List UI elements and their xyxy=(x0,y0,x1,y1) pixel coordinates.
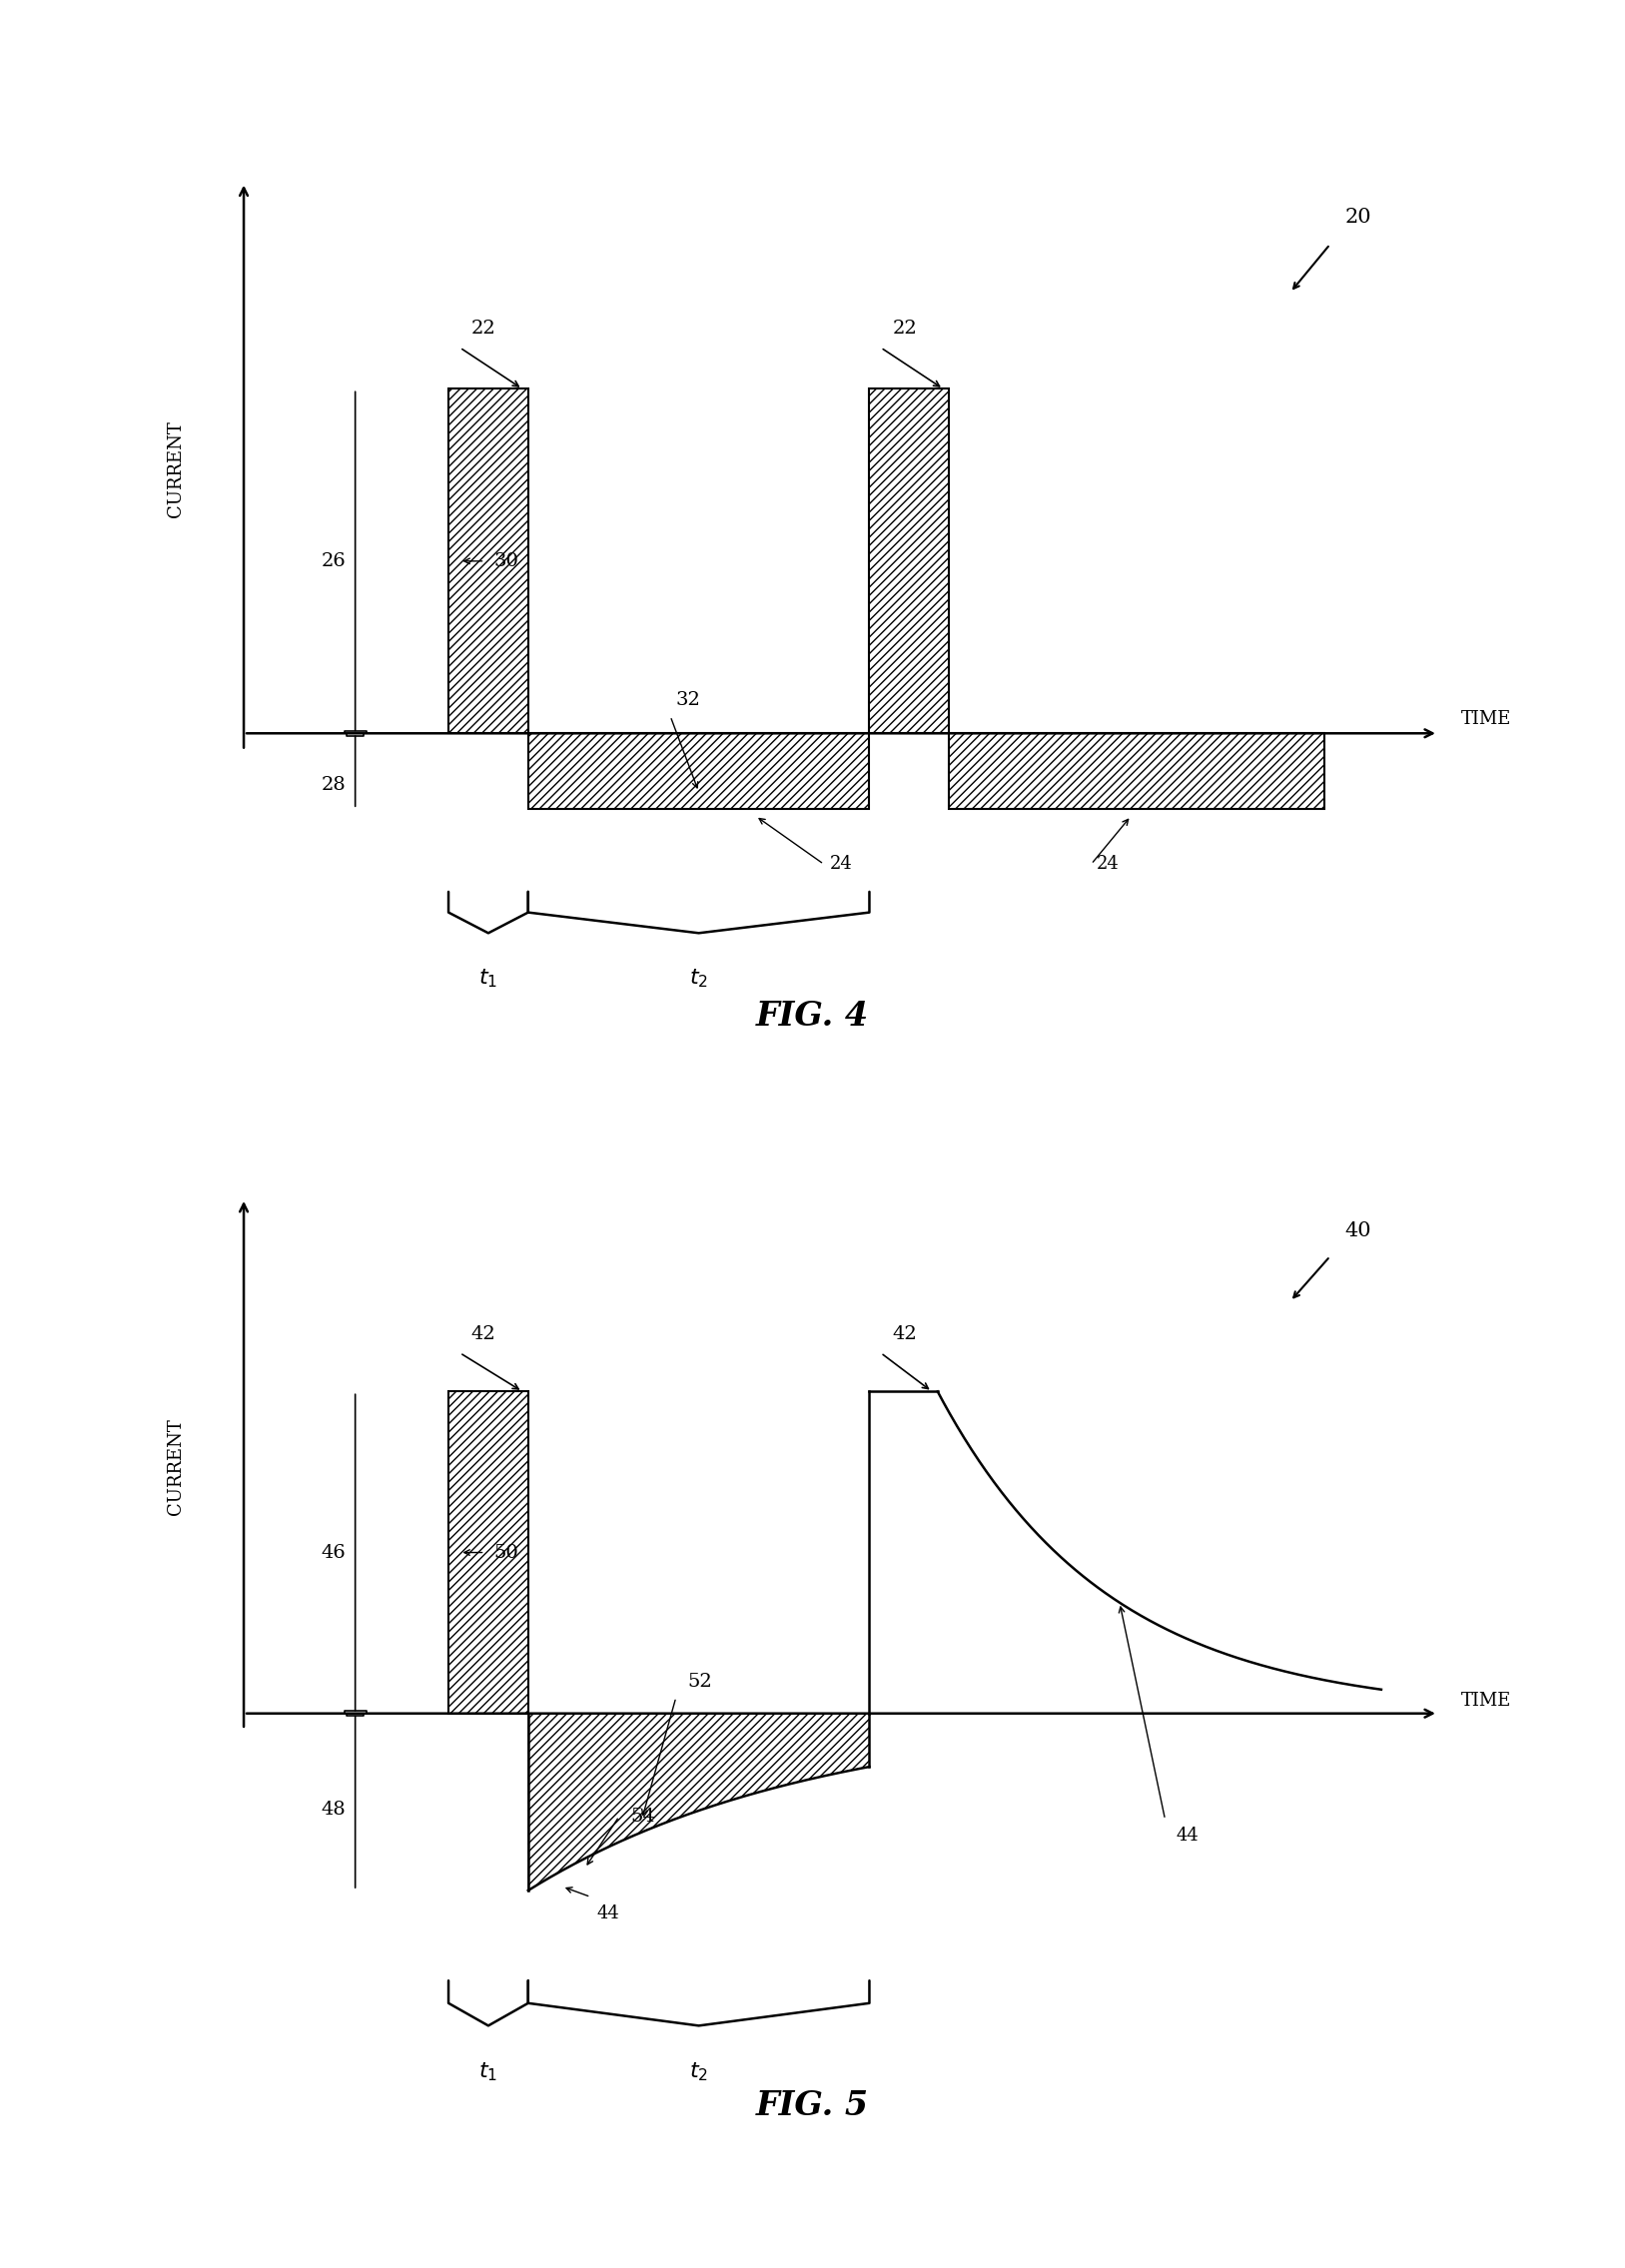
Text: 22: 22 xyxy=(471,320,496,338)
Text: 44: 44 xyxy=(596,1905,619,1921)
Bar xyxy=(869,388,949,733)
Text: $t_2$: $t_2$ xyxy=(689,2062,708,2084)
Text: FIG. 4: FIG. 4 xyxy=(756,1000,869,1032)
Text: 28: 28 xyxy=(322,776,346,794)
Text: 22: 22 xyxy=(892,320,916,338)
Text: TIME: TIME xyxy=(1461,1692,1511,1710)
Text: $t_1$: $t_1$ xyxy=(479,968,497,991)
Text: 24: 24 xyxy=(1097,855,1120,873)
Text: CURRENT: CURRENT xyxy=(166,420,185,517)
Text: FIG. 5: FIG. 5 xyxy=(756,2089,869,2123)
Text: CURRENT: CURRENT xyxy=(166,1418,185,1515)
Text: 24: 24 xyxy=(829,855,852,873)
Text: 52: 52 xyxy=(687,1674,712,1692)
Bar xyxy=(528,733,869,810)
Text: 20: 20 xyxy=(1346,206,1371,227)
Text: 30: 30 xyxy=(494,551,518,569)
Bar xyxy=(448,1393,528,1712)
Text: 46: 46 xyxy=(322,1545,346,1560)
Text: TIME: TIME xyxy=(1461,710,1511,728)
Text: 42: 42 xyxy=(471,1325,496,1343)
Bar xyxy=(949,733,1324,810)
Text: $t_1$: $t_1$ xyxy=(479,2062,497,2084)
Text: $t_2$: $t_2$ xyxy=(689,968,708,991)
Text: 26: 26 xyxy=(322,551,346,569)
Text: 42: 42 xyxy=(892,1325,916,1343)
Text: 32: 32 xyxy=(676,692,700,710)
Text: 50: 50 xyxy=(494,1545,518,1560)
Bar xyxy=(448,388,528,733)
Text: 54: 54 xyxy=(631,1808,655,1826)
Text: 44: 44 xyxy=(1176,1826,1199,1844)
Text: 48: 48 xyxy=(322,1801,346,1819)
Text: 40: 40 xyxy=(1346,1220,1371,1241)
